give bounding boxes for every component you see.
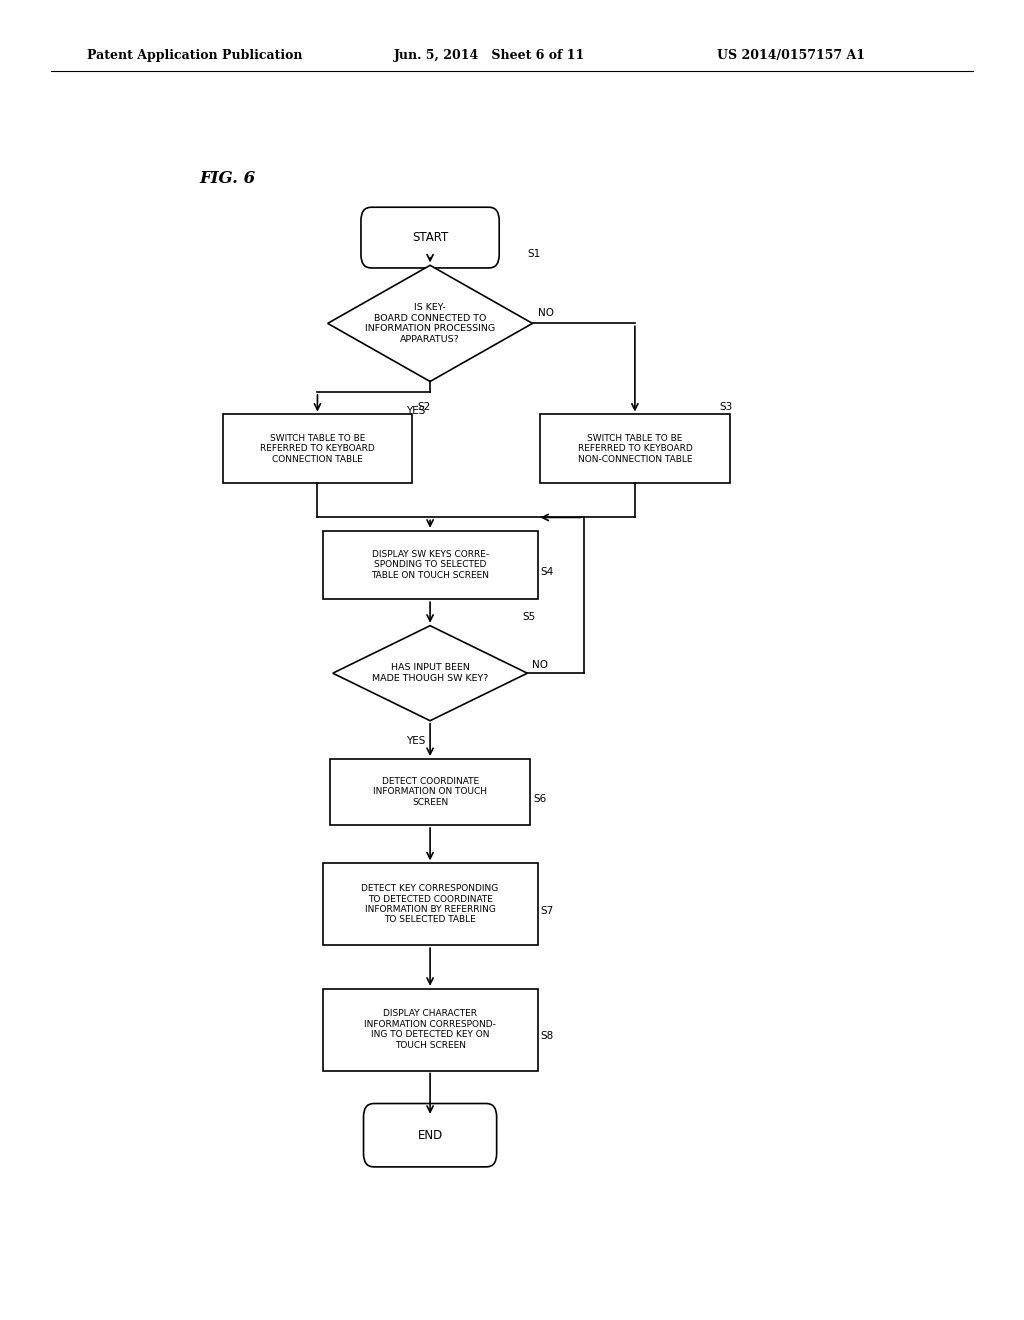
Text: NO: NO [538,308,554,318]
Bar [323,531,538,599]
Bar [330,759,530,825]
Text: S1: S1 [527,248,541,259]
Text: FIG. 6: FIG. 6 [200,170,256,186]
Bar [323,863,538,945]
Text: DETECT KEY CORRESPONDING
TO DETECTED COORDINATE
INFORMATION BY REFERRING
TO SELE: DETECT KEY CORRESPONDING TO DETECTED COO… [361,884,499,924]
FancyBboxPatch shape [364,1104,497,1167]
Text: START: START [412,231,449,244]
Text: YES: YES [406,735,425,746]
Text: SWITCH TABLE TO BE
REFERRED TO KEYBOARD
NON-CONNECTION TABLE: SWITCH TABLE TO BE REFERRED TO KEYBOARD … [578,434,692,463]
Text: S3: S3 [719,401,732,412]
Text: S2: S2 [418,401,430,412]
Bar [541,414,729,483]
Text: IS KEY-
BOARD CONNECTED TO
INFORMATION PROCESSING
APPARATUS?: IS KEY- BOARD CONNECTED TO INFORMATION P… [365,304,496,343]
Text: S8: S8 [541,1031,554,1041]
Text: HAS INPUT BEEN
MADE THOUGH SW KEY?: HAS INPUT BEEN MADE THOUGH SW KEY? [372,664,488,682]
Text: Jun. 5, 2014   Sheet 6 of 11: Jun. 5, 2014 Sheet 6 of 11 [394,49,586,62]
Text: US 2014/0157157 A1: US 2014/0157157 A1 [717,49,865,62]
Text: S4: S4 [541,566,554,577]
Bar [223,414,412,483]
Polygon shape [328,265,532,381]
Text: S7: S7 [541,906,554,916]
Bar [323,989,538,1071]
Text: DISPLAY CHARACTER
INFORMATION CORRESPOND-
ING TO DETECTED KEY ON
TOUCH SCREEN: DISPLAY CHARACTER INFORMATION CORRESPOND… [365,1010,496,1049]
Text: S6: S6 [532,793,546,804]
Text: DISPLAY SW KEYS CORRE-
SPONDING TO SELECTED
TABLE ON TOUCH SCREEN: DISPLAY SW KEYS CORRE- SPONDING TO SELEC… [371,550,489,579]
Polygon shape [333,626,527,721]
Text: NO: NO [532,660,549,671]
Text: YES: YES [406,405,425,416]
Text: Patent Application Publication: Patent Application Publication [87,49,302,62]
FancyBboxPatch shape [360,207,500,268]
Text: END: END [418,1129,442,1142]
Text: SWITCH TABLE TO BE
REFERRED TO KEYBOARD
CONNECTION TABLE: SWITCH TABLE TO BE REFERRED TO KEYBOARD … [260,434,375,463]
Text: S5: S5 [522,611,536,622]
Text: DETECT COORDINATE
INFORMATION ON TOUCH
SCREEN: DETECT COORDINATE INFORMATION ON TOUCH S… [373,777,487,807]
